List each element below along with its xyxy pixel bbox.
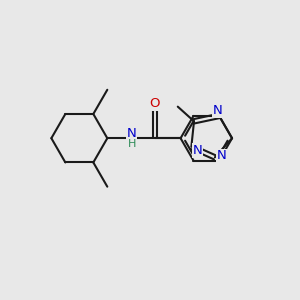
Text: N: N: [127, 127, 136, 140]
Text: H: H: [128, 139, 136, 148]
Text: O: O: [150, 97, 160, 110]
Text: N: N: [193, 144, 203, 157]
Text: N: N: [126, 131, 136, 144]
Text: N: N: [213, 104, 223, 117]
Text: H: H: [127, 142, 135, 152]
Text: N: N: [216, 149, 226, 162]
